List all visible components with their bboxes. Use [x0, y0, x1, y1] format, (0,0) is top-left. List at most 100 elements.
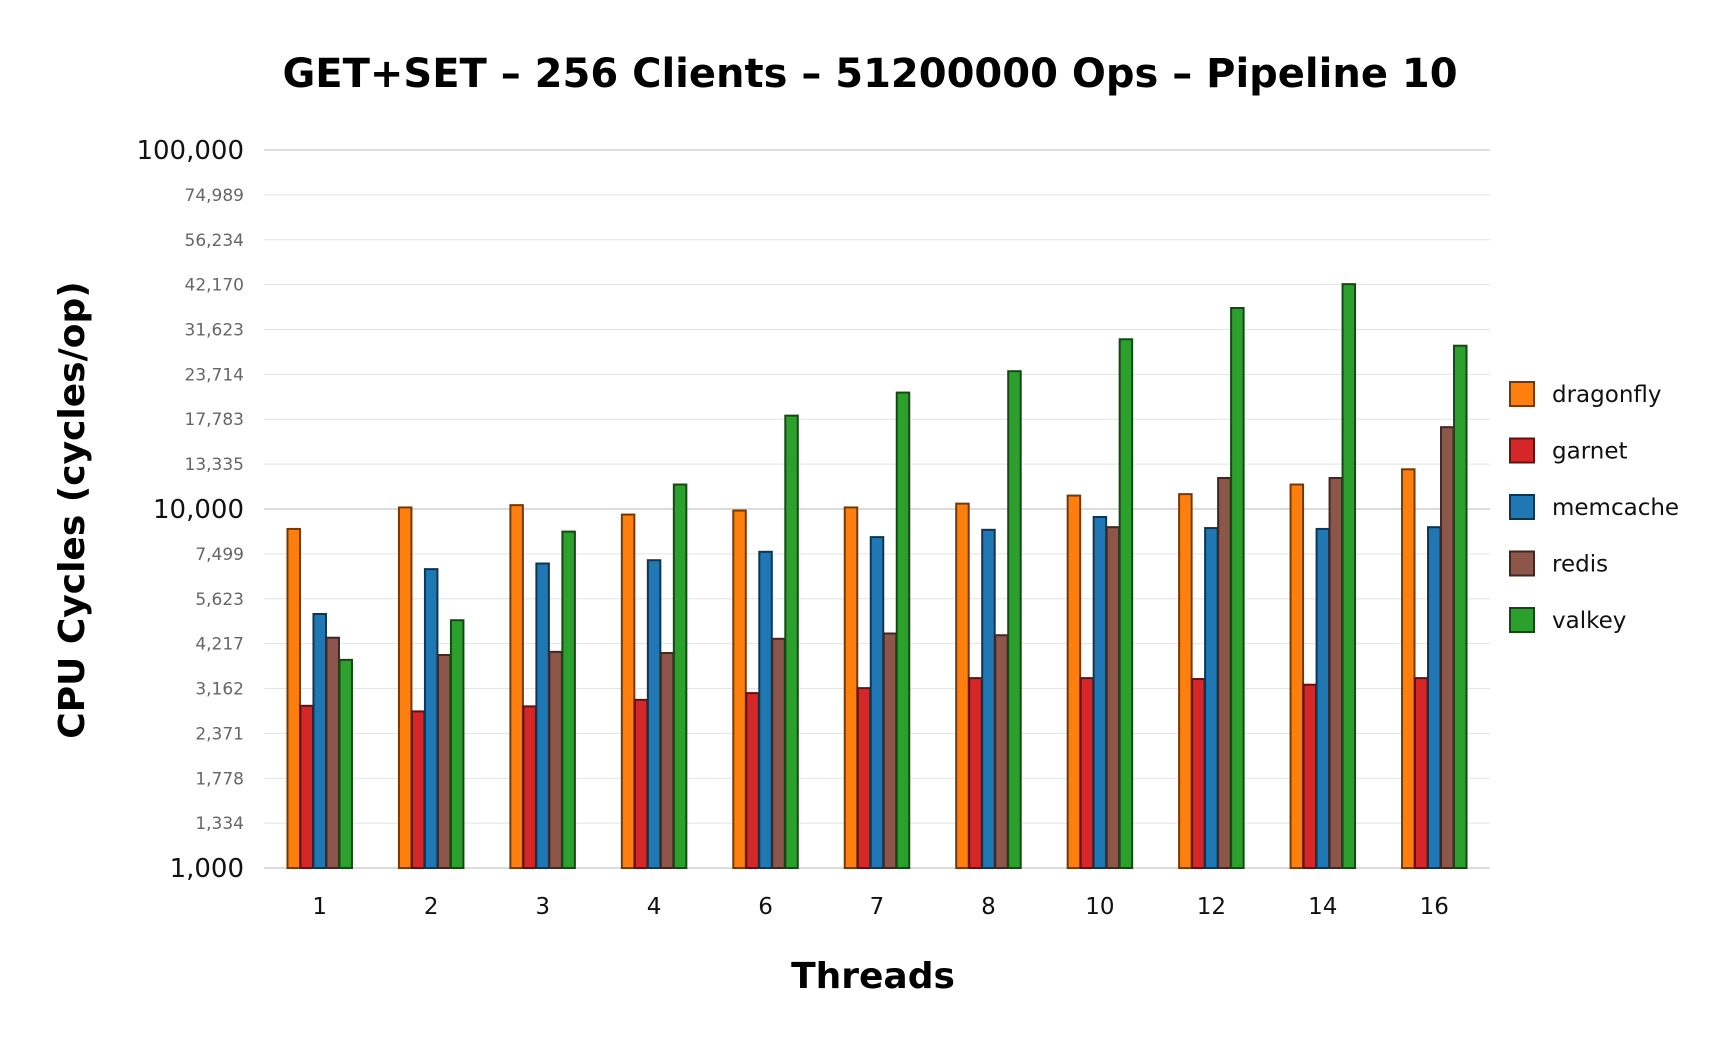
bar-valkey-10 — [1118, 338, 1134, 869]
bar-dragonfly-14 — [1289, 483, 1305, 869]
bars — [286, 283, 1468, 870]
bar-garnet-6 — [745, 692, 760, 869]
bar-dragonfly-8 — [955, 502, 970, 869]
y-tick-label: 2,371 — [195, 724, 244, 744]
y-tick-label: 7,499 — [195, 545, 244, 565]
bar-memcache-16 — [1427, 526, 1442, 870]
x-axis-ticks: 1 2 3 4 6 7 8 10 12 14 16 — [312, 894, 1449, 920]
bar-redis-4 — [659, 652, 675, 869]
x-tick-label: 4 — [647, 894, 662, 920]
bar-dragonfly-3 — [509, 504, 524, 869]
bar-redis-1 — [325, 636, 340, 870]
x-axis-title: Threads — [791, 956, 955, 997]
bar-redis-14 — [1328, 476, 1344, 869]
bar-memcache-1 — [312, 612, 327, 869]
y-tick-label-major: 1,000 — [170, 854, 244, 884]
y-tick-label: 1,778 — [195, 769, 244, 789]
x-tick-label: 6 — [758, 894, 773, 920]
bar-valkey-6 — [784, 414, 799, 869]
bar-dragonfly-7 — [843, 506, 859, 869]
bar-memcache-8 — [981, 528, 996, 869]
legend-swatch-dragonfly — [1509, 381, 1535, 407]
bar-garnet-12 — [1191, 678, 1206, 869]
y-tick-label: 74,989 — [185, 186, 244, 206]
bar-garnet-7 — [856, 687, 872, 870]
bar-valkey-14 — [1341, 283, 1357, 869]
bar-garnet-14 — [1302, 683, 1318, 870]
legend-swatch-memcache — [1509, 494, 1535, 520]
x-tick-label: 2 — [424, 894, 439, 920]
bar-garnet-1 — [299, 704, 314, 869]
bar-redis-16 — [1440, 426, 1455, 869]
y-tick-label: 1,334 — [195, 814, 244, 834]
bar-garnet-3 — [522, 705, 537, 870]
legend-label-dragonfly: dragonfly — [1552, 382, 1662, 408]
bar-garnet-10 — [1079, 677, 1095, 869]
bar-memcache-2 — [423, 568, 439, 869]
bar-valkey-1 — [338, 658, 353, 869]
bar-memcache-6 — [758, 550, 773, 869]
bar-redis-7 — [882, 632, 898, 869]
bar-valkey-8 — [1007, 370, 1022, 869]
y-tick-label: 23,714 — [185, 365, 244, 385]
y-axis-ticks: 1,334 1,778 2,371 3,162 4,217 5,623 7,499 13,33… — [136, 136, 244, 884]
bar-redis-8 — [994, 634, 1009, 870]
bar-valkey-4 — [672, 483, 688, 869]
x-tick-label: 7 — [870, 894, 885, 920]
legend-label-redis: redis — [1552, 552, 1608, 578]
bar-valkey-3 — [561, 530, 576, 869]
bar-memcache-4 — [646, 559, 662, 870]
legend-label-memcache: memcache — [1552, 495, 1679, 521]
bar-dragonfly-2 — [397, 506, 413, 869]
x-tick-label: 3 — [535, 894, 550, 920]
bar-dragonfly-10 — [1066, 494, 1082, 869]
bar-garnet-4 — [633, 698, 649, 869]
x-tick-label: 8 — [981, 894, 996, 920]
bar-memcache-14 — [1315, 527, 1331, 869]
bar-dragonfly-12 — [1178, 493, 1193, 869]
y-tick-label-major: 100,000 — [136, 136, 244, 166]
bar-redis-10 — [1105, 526, 1121, 870]
bar-redis-3 — [548, 650, 563, 870]
y-tick-label: 31,623 — [185, 320, 244, 340]
legend-swatch-valkey — [1509, 607, 1535, 633]
bar-garnet-16 — [1414, 677, 1429, 869]
x-tick-label: 14 — [1308, 894, 1337, 920]
bar-memcache-7 — [869, 536, 885, 869]
x-tick-label: 12 — [1197, 894, 1226, 920]
bar-dragonfly-1 — [286, 527, 301, 869]
bar-valkey-7 — [895, 391, 911, 869]
bar-dragonfly-6 — [732, 509, 747, 869]
bar-valkey-12 — [1230, 306, 1245, 869]
y-tick-label: 13,335 — [185, 455, 244, 475]
y-tick-label: 17,783 — [185, 410, 244, 430]
legend-label-valkey: valkey — [1552, 608, 1626, 634]
bar-memcache-12 — [1204, 527, 1219, 869]
y-tick-label: 4,217 — [195, 635, 244, 655]
bar-valkey-16 — [1453, 344, 1468, 869]
y-tick-label: 3,162 — [195, 680, 244, 700]
bar-dragonfly-4 — [620, 513, 636, 869]
bar-dragonfly-16 — [1401, 468, 1416, 869]
y-tick-label: 42,170 — [185, 276, 244, 296]
bar-redis-2 — [436, 654, 452, 870]
bar-redis-12 — [1217, 476, 1232, 869]
y-axis-title: CPU Cycles (cycles/op) — [52, 281, 93, 738]
bar-valkey-2 — [449, 619, 465, 869]
bar-memcache-3 — [535, 562, 550, 869]
bar-redis-6 — [771, 637, 786, 869]
legend-swatch-redis — [1509, 550, 1535, 577]
legend-label-garnet: garnet — [1552, 439, 1628, 465]
legend-swatch-garnet — [1509, 437, 1535, 464]
legend: dragonfly garnet memcache redis valkey — [1509, 381, 1679, 634]
bar-garnet-8 — [968, 677, 983, 869]
x-tick-label: 16 — [1420, 894, 1449, 920]
x-tick-label: 1 — [312, 894, 327, 920]
y-tick-label: 56,234 — [185, 231, 244, 251]
chart-title: GET+SET – 256 Clients – 51200000 Ops – P… — [282, 51, 1457, 97]
y-tick-label: 5,623 — [195, 590, 244, 610]
y-tick-label-major: 10,000 — [153, 495, 244, 525]
bar-garnet-2 — [410, 710, 426, 869]
